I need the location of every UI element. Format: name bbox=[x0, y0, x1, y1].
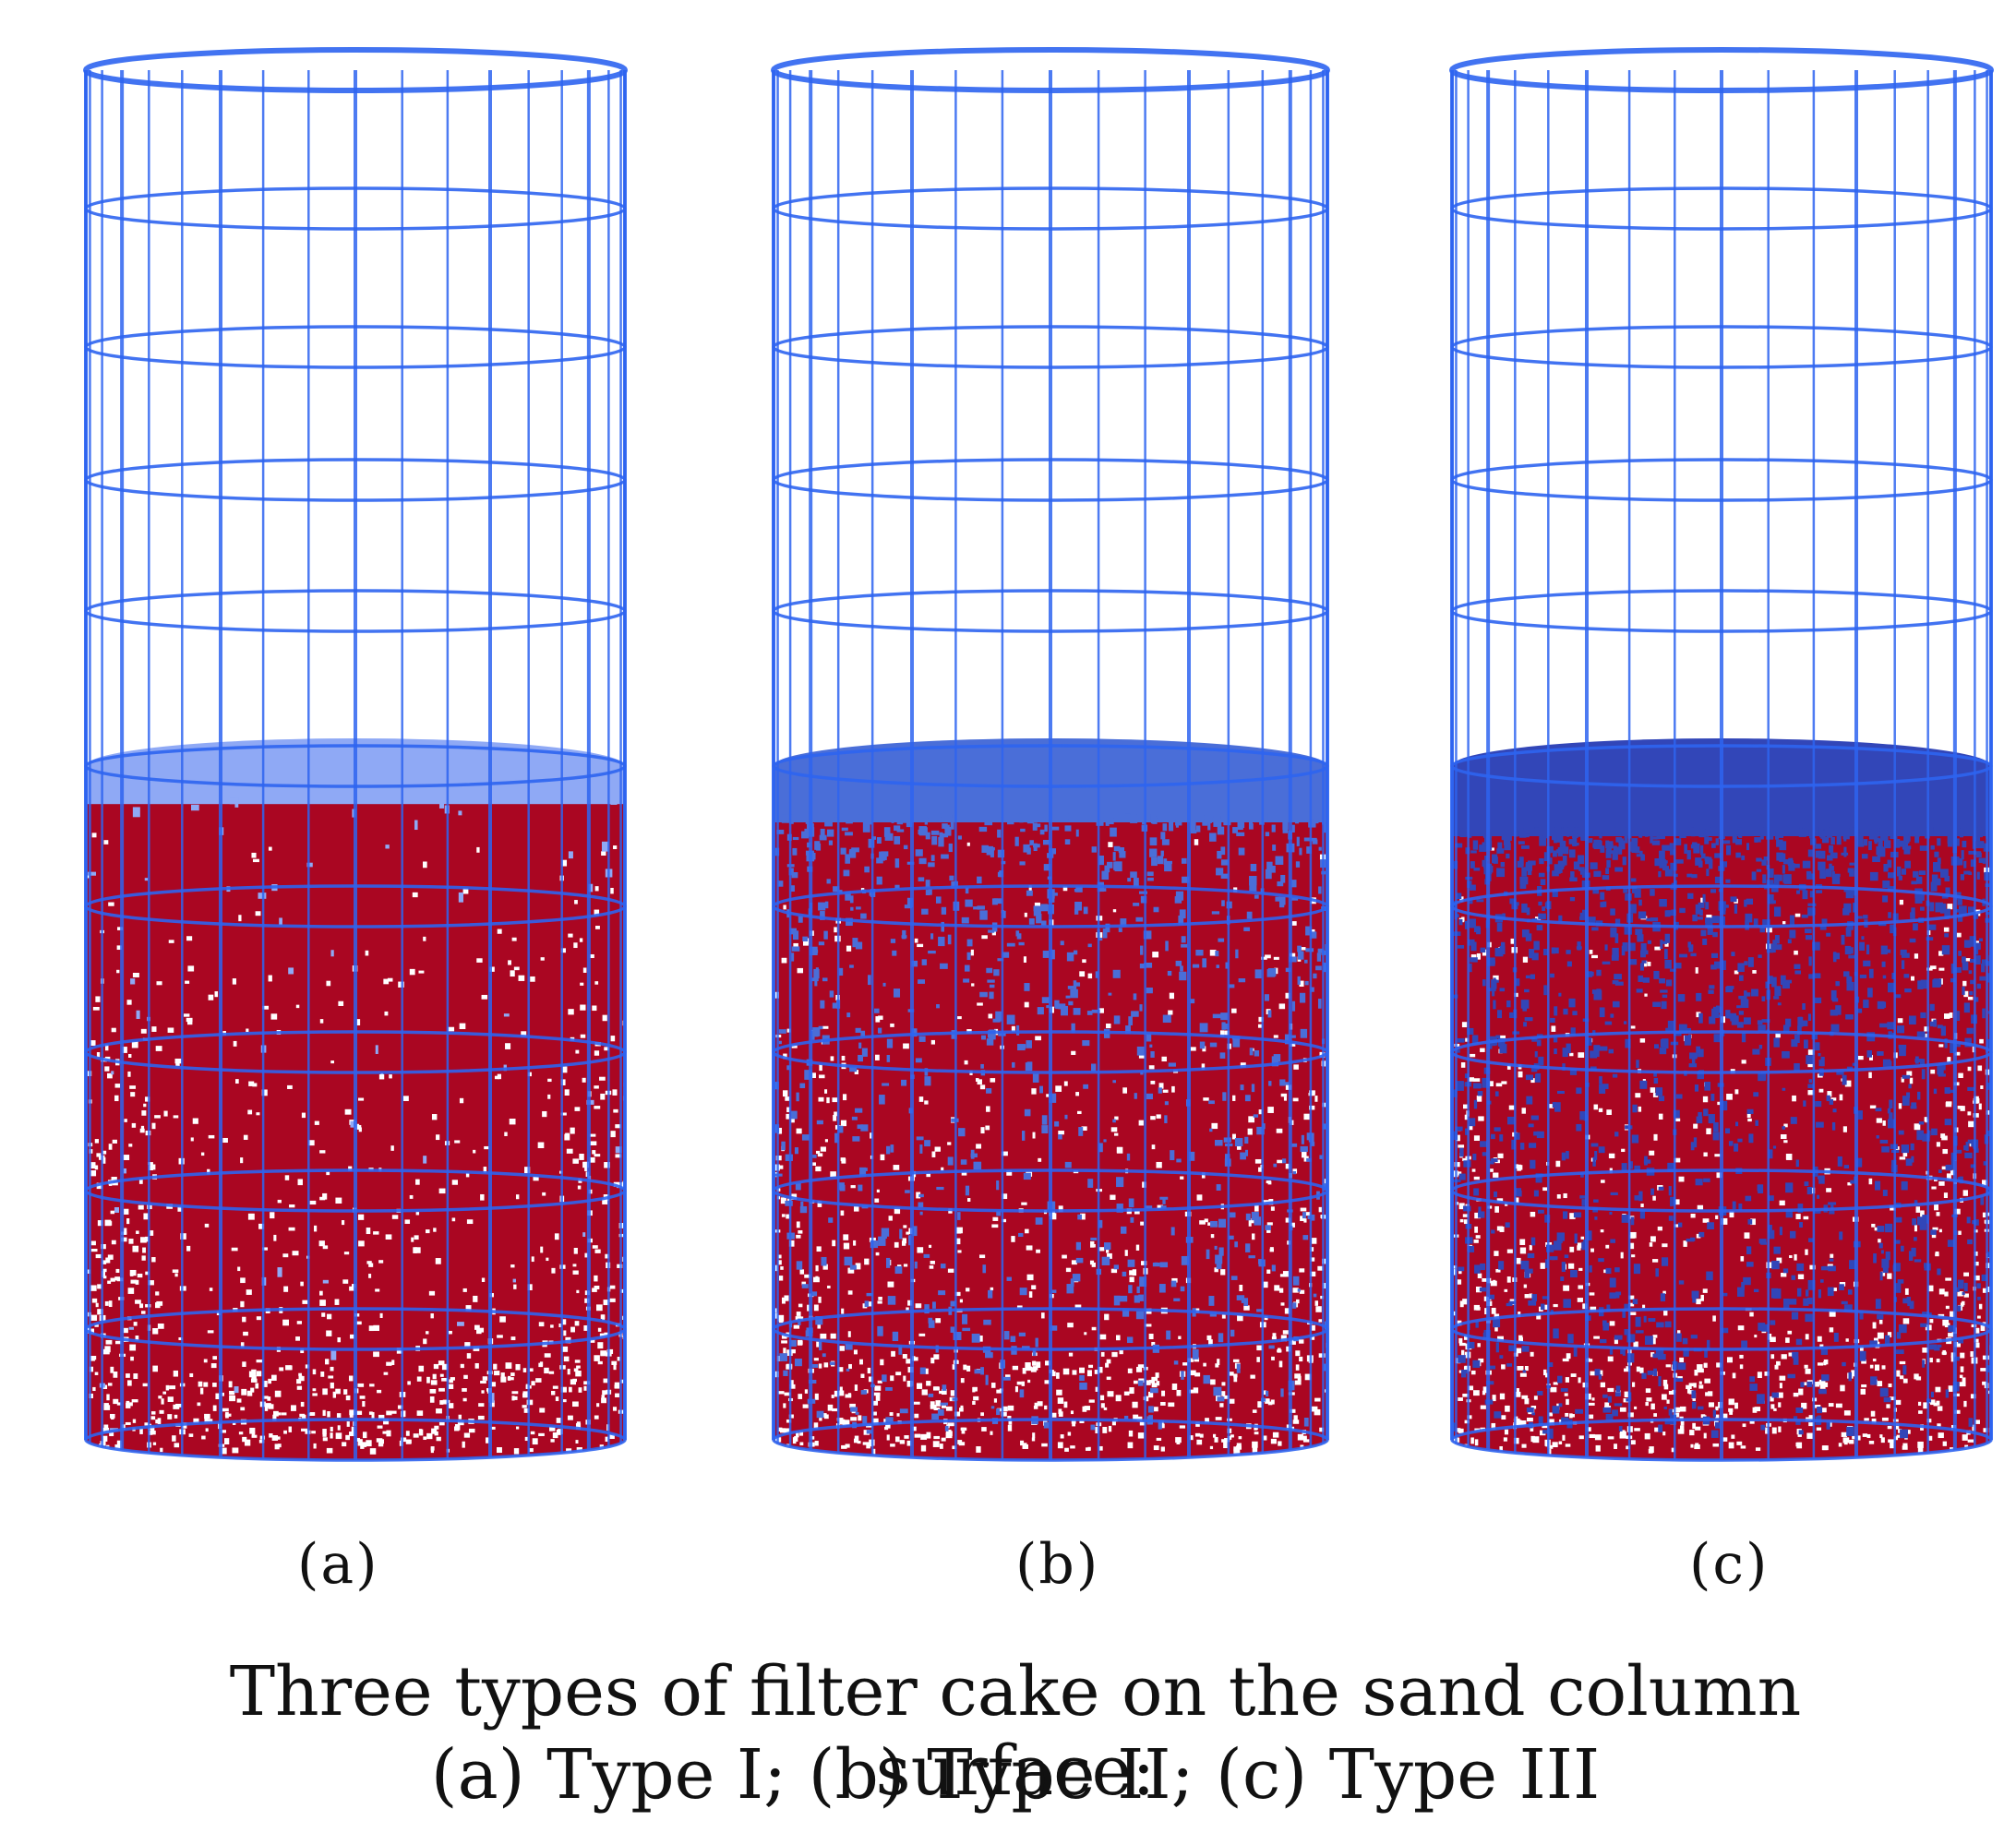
sand-column-type-1 bbox=[83, 47, 628, 1462]
panel-label-b: (b) bbox=[1015, 1532, 1100, 1597]
filter-cake-figure bbox=[83, 47, 1994, 1462]
figure-caption-line-1: Three types of filter cake on the sand c… bbox=[229, 1652, 1802, 1811]
panel-label-a: (a) bbox=[297, 1532, 379, 1597]
panel-label-c: (c) bbox=[1689, 1532, 1770, 1597]
sand-column-type-3 bbox=[1449, 47, 1994, 1462]
sand-column-type-2 bbox=[771, 47, 1330, 1462]
particle-speckles bbox=[1452, 827, 1991, 1456]
figure-caption-line-2: (a) Type I; (b) Type II; (c) Type III bbox=[430, 1735, 1601, 1815]
